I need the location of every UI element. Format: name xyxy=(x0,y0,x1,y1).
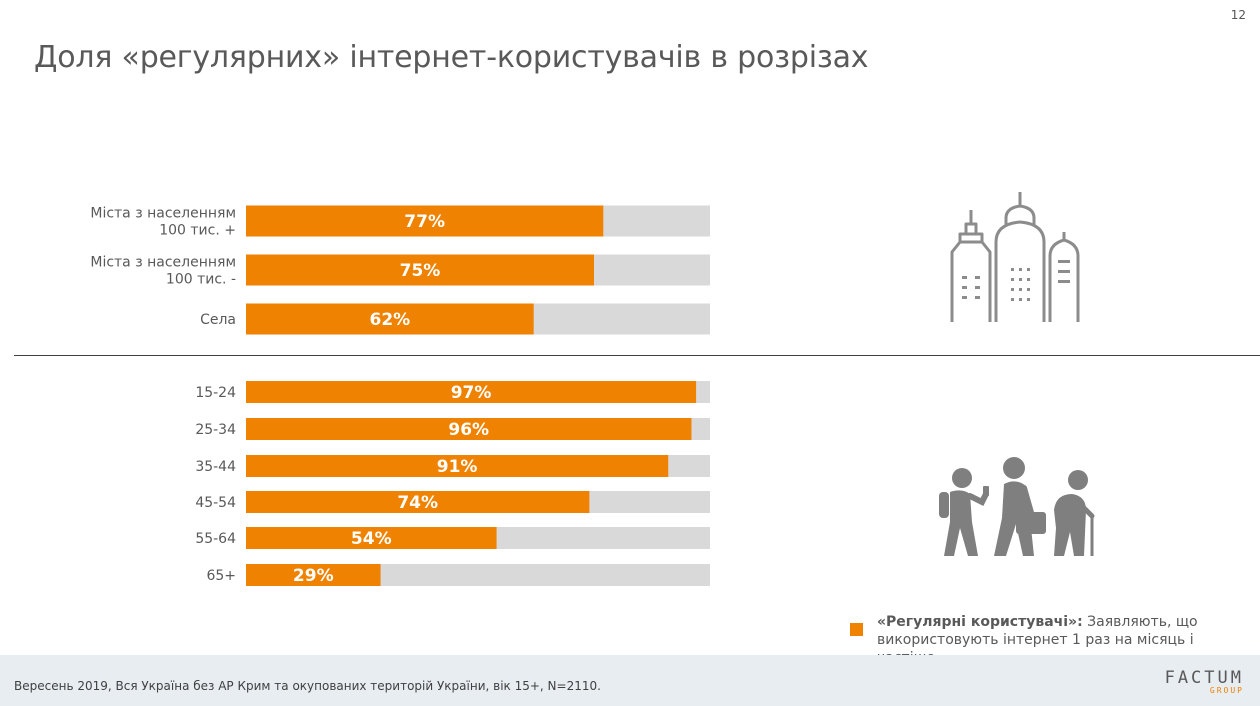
legend-bold-label: «Регулярні користувачі»: xyxy=(877,614,1083,630)
legend-swatch xyxy=(850,623,863,636)
section-divider xyxy=(14,355,1260,356)
bar xyxy=(246,303,534,335)
bar xyxy=(246,381,697,403)
bar xyxy=(246,455,669,477)
category-label: Міста з населенням xyxy=(90,255,236,271)
category-label: 65+ xyxy=(206,568,236,584)
factum-group-logo: FACTUM GROUP xyxy=(1164,668,1244,696)
data-label: 75% xyxy=(400,261,441,281)
category-label: Села xyxy=(200,312,236,328)
city-skyline-icon xyxy=(950,192,1080,322)
data-label: 91% xyxy=(437,457,478,477)
bar xyxy=(246,205,604,237)
data-label: 29% xyxy=(293,566,334,586)
bar xyxy=(246,418,692,440)
data-label: 97% xyxy=(451,383,492,403)
logo-subtext: GROUP xyxy=(1209,686,1244,695)
page-number: 12 xyxy=(1230,8,1246,22)
bar xyxy=(246,254,594,286)
age-groups-people-icon xyxy=(939,457,1095,556)
legend-description-line1: Заявляють, що xyxy=(1082,614,1198,630)
category-label: 15-24 xyxy=(195,385,236,401)
bar xyxy=(246,564,381,586)
category-label: 55-64 xyxy=(195,531,236,547)
bar xyxy=(246,491,590,513)
category-label: Міста з населенням xyxy=(90,206,236,222)
category-label: 100 тис. - xyxy=(166,272,236,288)
category-label: 45-54 xyxy=(195,495,236,511)
bar xyxy=(246,527,497,549)
data-label: 54% xyxy=(351,529,392,549)
data-label: 96% xyxy=(448,420,489,440)
data-label: 62% xyxy=(369,310,410,330)
footer: Вересень 2019, Вся Україна без АР Крим т… xyxy=(0,655,1260,706)
page-title: Доля «регулярних» інтернет-користувачів … xyxy=(34,40,869,75)
footer-note: Вересень 2019, Вся Україна без АР Крим т… xyxy=(14,679,601,693)
data-label: 77% xyxy=(404,212,445,232)
category-label: 35-44 xyxy=(195,459,236,475)
category-label: 100 тис. + xyxy=(159,223,236,239)
logo-text: FACTUM xyxy=(1164,668,1244,688)
data-label: 74% xyxy=(397,493,438,513)
category-label: 25-34 xyxy=(195,422,236,438)
